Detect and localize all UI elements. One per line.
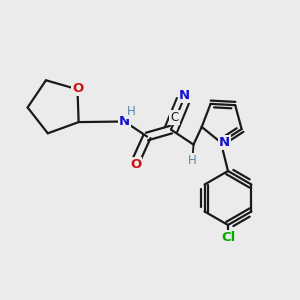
Text: N: N xyxy=(219,136,230,149)
Text: N: N xyxy=(178,88,190,102)
Text: C: C xyxy=(170,111,179,124)
Text: H: H xyxy=(188,154,197,167)
Text: O: O xyxy=(130,158,141,172)
Text: H: H xyxy=(127,105,136,118)
Text: N: N xyxy=(119,115,130,128)
Text: Cl: Cl xyxy=(221,231,235,244)
Text: O: O xyxy=(73,82,84,94)
